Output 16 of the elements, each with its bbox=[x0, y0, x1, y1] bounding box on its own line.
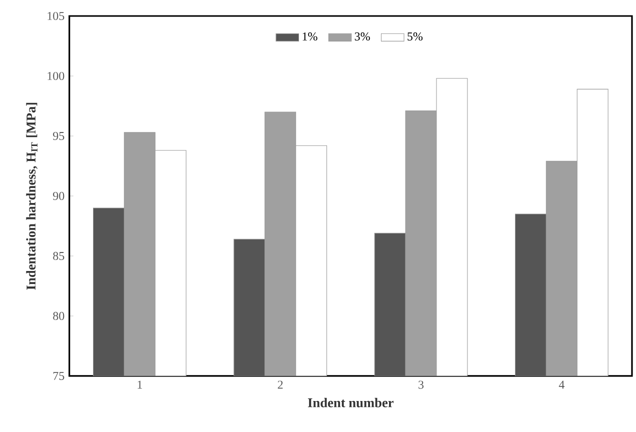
y-tick-label: 90 bbox=[53, 192, 64, 200]
x-tick-label: 2 bbox=[278, 380, 283, 389]
y-axis-title: Indentation hardness, H$_{IT}$ [MPa] bbox=[26, 102, 38, 290]
x-axis-title: Indent number bbox=[308, 398, 394, 408]
legend-label: 3% bbox=[354, 32, 370, 41]
y-tick-label: 75 bbox=[53, 372, 64, 380]
legend-label: 1% bbox=[302, 32, 318, 41]
x-tick-label: 1 bbox=[138, 380, 142, 389]
y-tick-label: 105 bbox=[48, 12, 64, 20]
y-tick-label: 85 bbox=[53, 252, 64, 260]
y-tick-label: 100 bbox=[48, 72, 64, 80]
x-tick-label: 3 bbox=[418, 380, 424, 389]
legend-label: 5% bbox=[408, 32, 423, 41]
y-tick-label: 95 bbox=[53, 132, 64, 140]
x-tick-label: 4 bbox=[558, 380, 564, 389]
y-tick-label: 80 bbox=[53, 312, 64, 320]
